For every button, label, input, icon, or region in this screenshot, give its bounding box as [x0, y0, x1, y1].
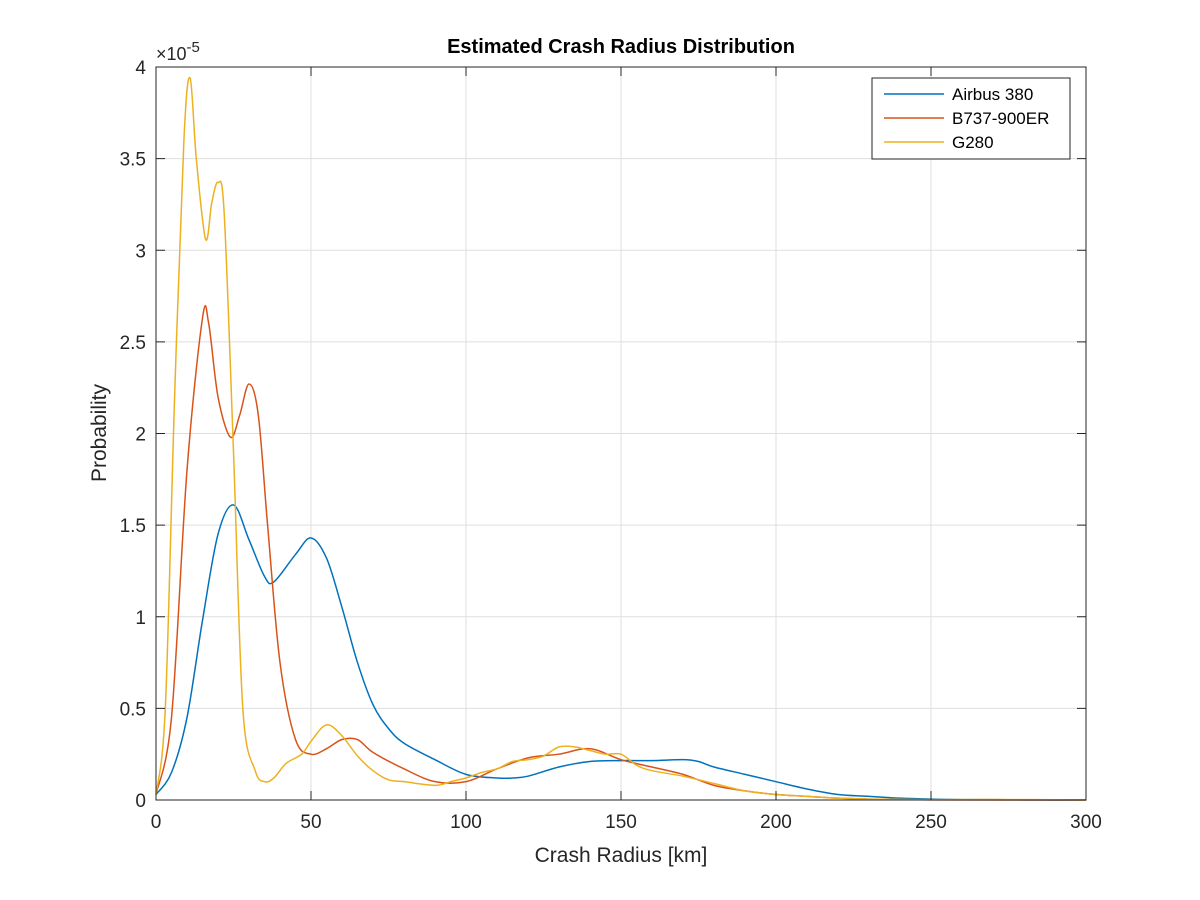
y-axis-exponent-base: ×10	[156, 44, 187, 64]
series-line-g280	[155, 76, 1087, 801]
y-tick-label: 1	[135, 608, 146, 629]
y-tick-label: 3	[135, 241, 146, 262]
chart-title: Estimated Crash Radius Distribution	[447, 36, 795, 58]
y-tick-label: 4	[135, 58, 146, 79]
x-axis-label: Crash Radius [km]	[535, 844, 708, 867]
tick-label-layer: 0 50 100 150 200 250 300 0 0.5 1 1.5 2 2.5 3 3.5 4	[120, 58, 1102, 833]
legend-label-g280: G280	[952, 133, 994, 152]
y-axis-exponent-power: -5	[187, 39, 200, 56]
x-tick-label: 50	[300, 812, 321, 833]
x-tick-label: 0	[151, 812, 162, 833]
legend-label-airbus-380: Airbus 380	[952, 85, 1033, 104]
y-axis-label: Probability	[88, 383, 111, 482]
x-tick-label: 100	[450, 812, 482, 833]
x-tick-label: 250	[915, 812, 947, 833]
y-tick-label: 0	[135, 791, 146, 812]
grid-layer	[156, 67, 1086, 800]
y-axis-exponent: ×10-5	[156, 39, 200, 64]
y-tick-label: 2.5	[120, 333, 146, 354]
x-tick-label: 200	[760, 812, 792, 833]
x-tick-label: 300	[1070, 812, 1102, 833]
legend-label-b737-900er: B737-900ER	[952, 109, 1049, 128]
series-line-airbus-380	[155, 504, 1086, 801]
y-tick-label: 3.5	[120, 150, 146, 171]
y-tick-label: 1.5	[120, 516, 146, 537]
x-tick-label: 150	[605, 812, 637, 833]
tick-layer	[155, 66, 1087, 801]
legend: Airbus 380 B737-900ER G280	[871, 77, 1071, 160]
y-tick-label: 0.5	[120, 699, 146, 720]
legend-items: Airbus 380 B737-900ER G280	[884, 85, 1049, 152]
series-layer	[155, 76, 1087, 801]
y-tick-label: 2	[135, 425, 146, 446]
